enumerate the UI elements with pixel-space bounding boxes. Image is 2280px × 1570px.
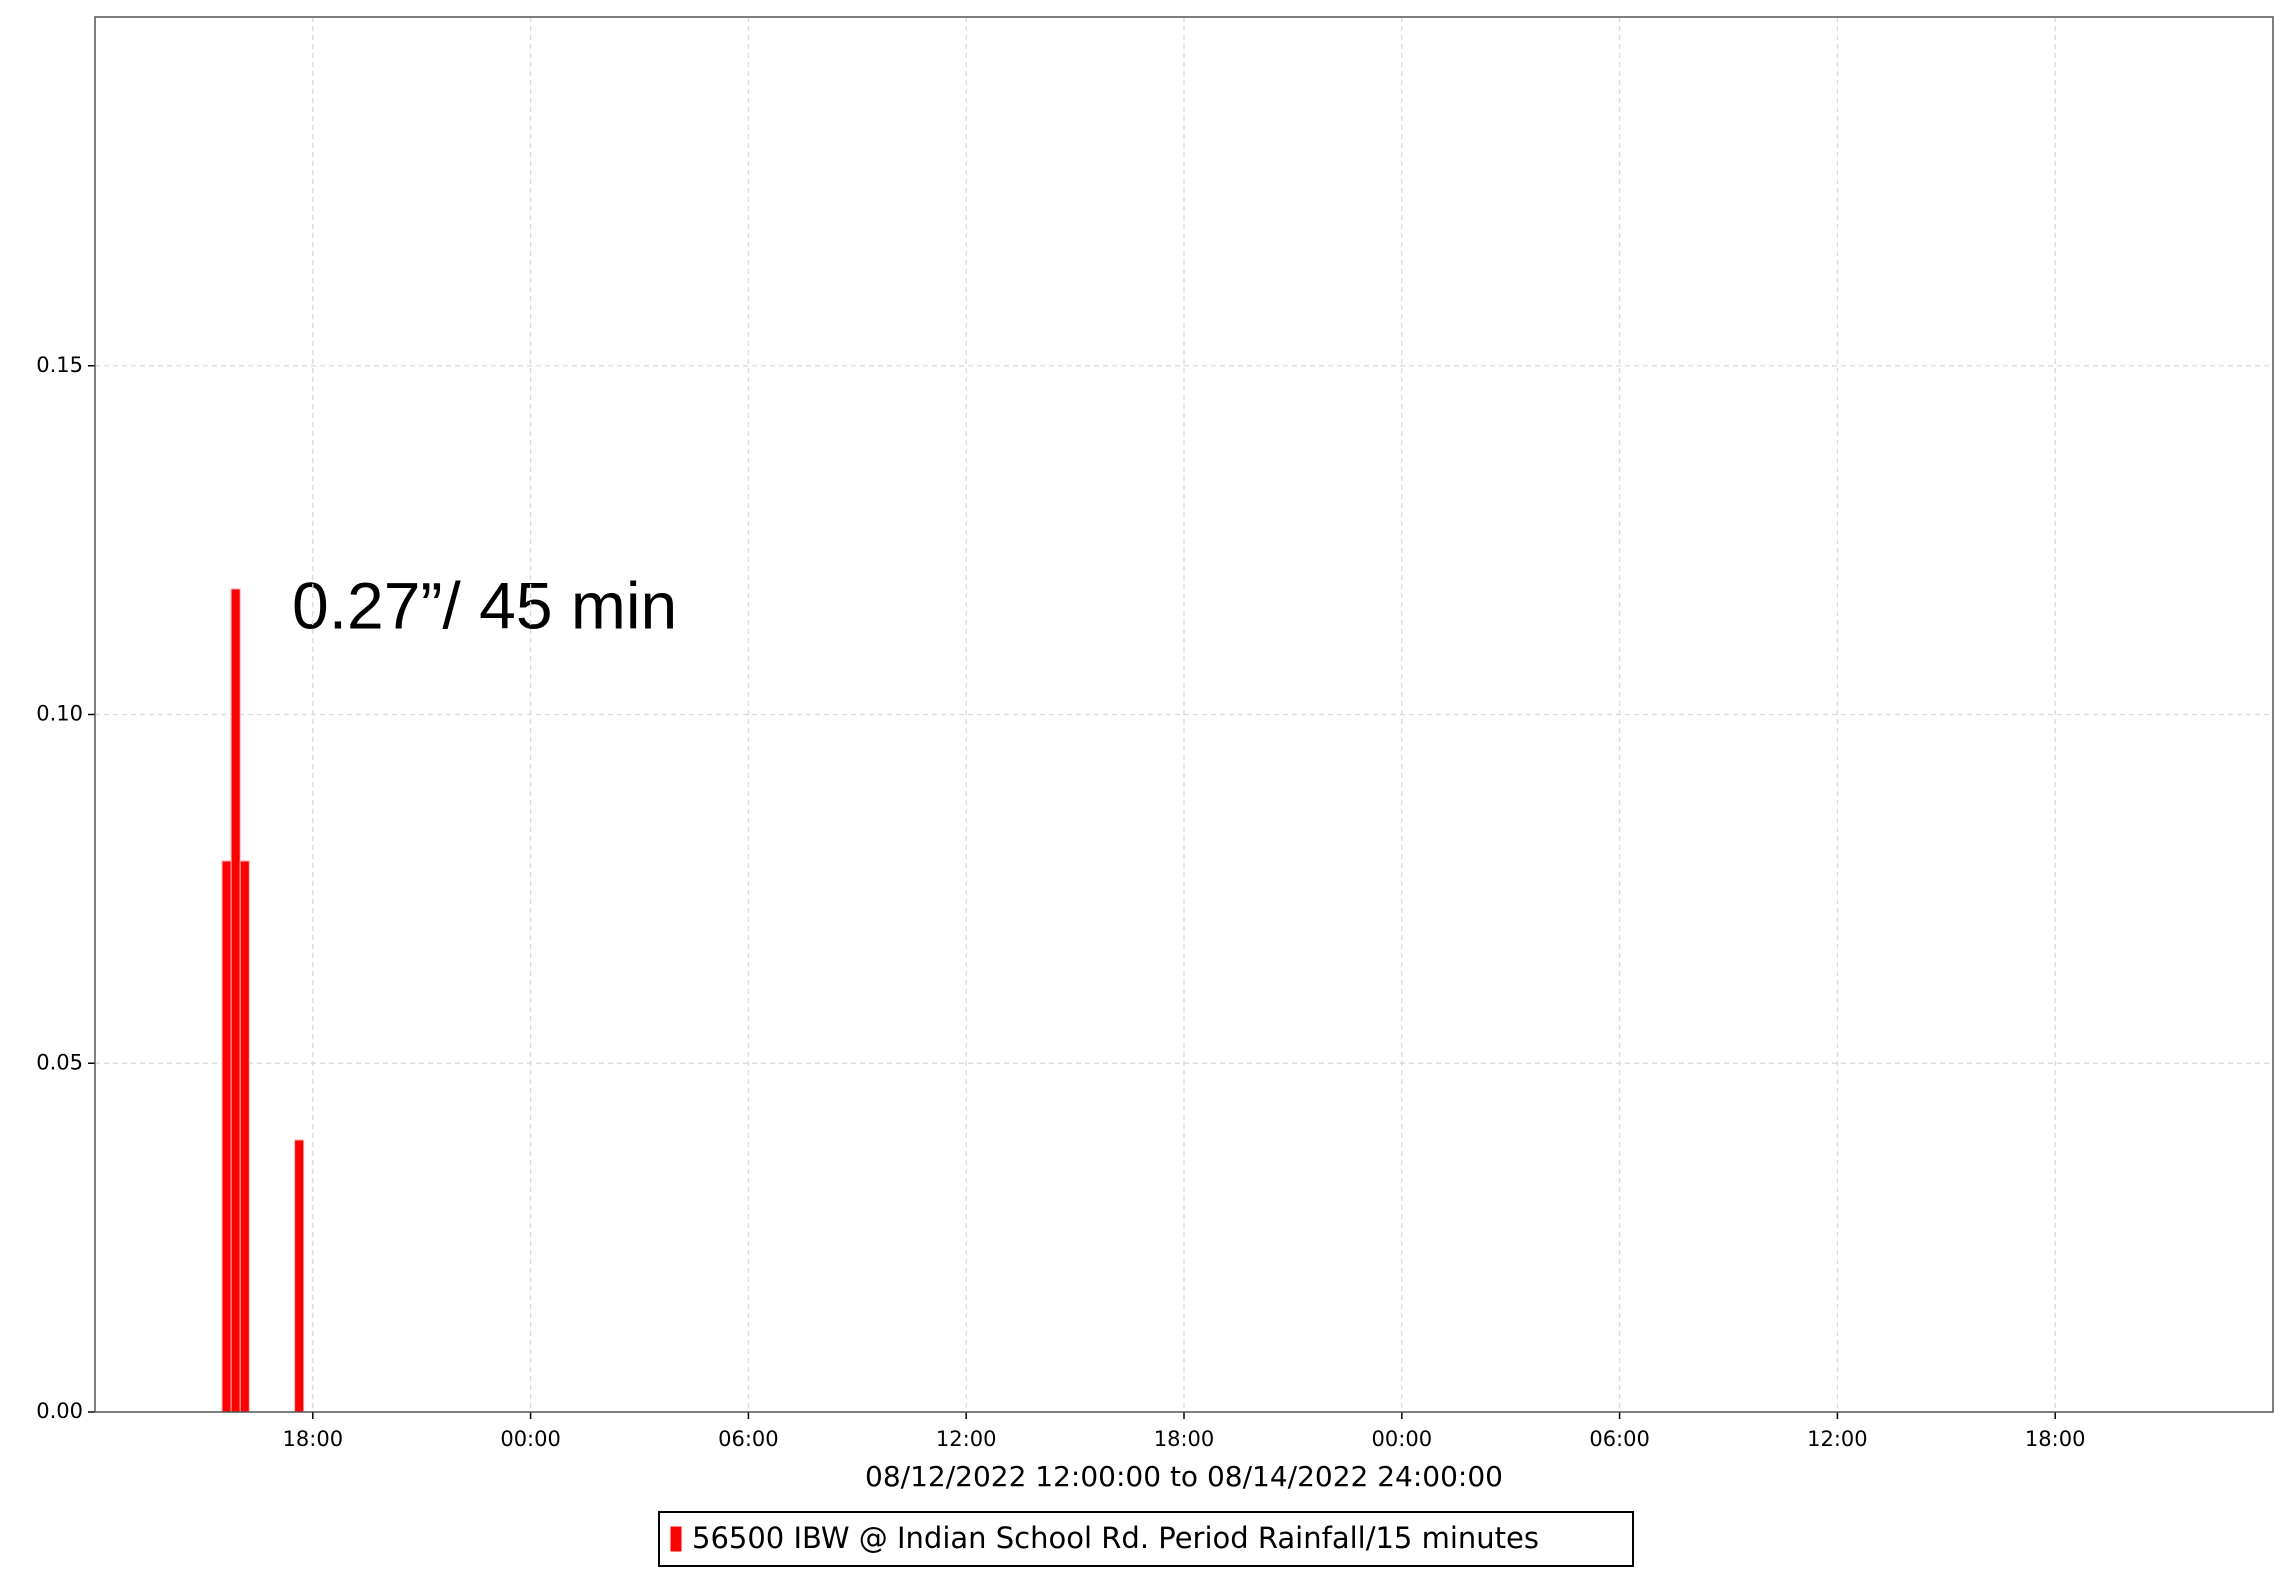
x-tick-label: 18:00	[1154, 1427, 1215, 1451]
x-tick-label: 06:00	[718, 1427, 779, 1451]
y-tick-label: 0.00	[36, 1399, 83, 1423]
legend-box	[658, 1511, 1634, 1567]
x-tick-label: 18:00	[283, 1427, 344, 1451]
y-tick-label: 0.05	[36, 1050, 83, 1074]
plot-frame	[94, 16, 2274, 1413]
y-tick-label: 0.10	[36, 702, 83, 726]
x-tick-label: 06:00	[1589, 1427, 1650, 1451]
x-tick-label: 00:00	[1372, 1427, 1433, 1451]
x-axis-label: 08/12/2022 12:00:00 to 08/14/2022 24:00:…	[865, 1460, 1503, 1493]
bar	[230, 588, 241, 1413]
y-tick-label: 0.15	[36, 353, 83, 377]
bar	[221, 860, 232, 1413]
x-tick-label: 12:00	[936, 1427, 997, 1451]
bar	[294, 1139, 305, 1413]
legend-swatch	[669, 1525, 683, 1553]
annotation: 0.27”/ 45 min	[292, 568, 677, 642]
x-tick-label: 12:00	[1807, 1427, 1868, 1451]
legend-label: 56500 IBW @ Indian School Rd. Period Rai…	[692, 1521, 1539, 1555]
x-tick-label: 00:00	[500, 1427, 561, 1451]
x-tick-label: 18:00	[2025, 1427, 2086, 1451]
bar	[239, 860, 250, 1413]
